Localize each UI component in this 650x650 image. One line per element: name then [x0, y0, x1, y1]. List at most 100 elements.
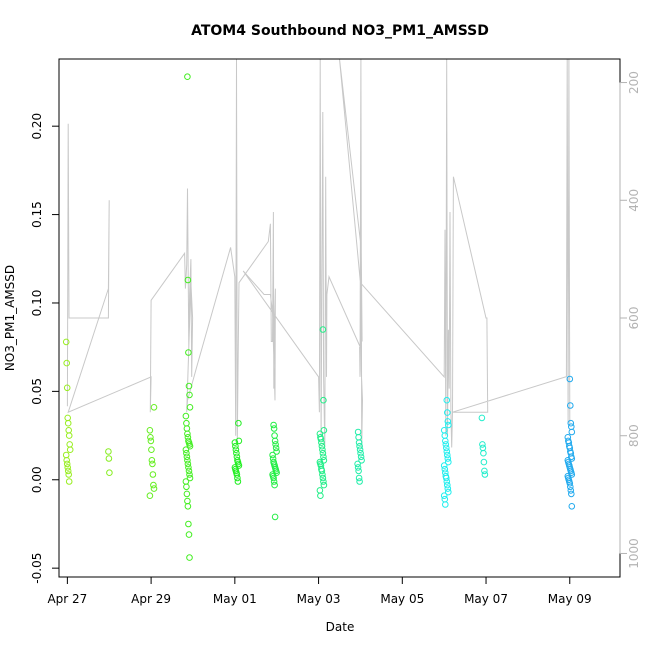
data-point	[272, 444, 280, 452]
data-point	[184, 460, 192, 468]
data-point	[478, 414, 486, 422]
data-point	[444, 451, 451, 459]
data-point	[440, 462, 448, 469]
data-point	[445, 421, 452, 429]
scatter-points	[62, 73, 576, 561]
data-point	[445, 458, 452, 466]
data-point	[184, 73, 191, 80]
data-point	[566, 375, 574, 383]
data-point	[271, 432, 278, 439]
data-point	[273, 469, 280, 477]
y-tick-label: 0.15	[30, 201, 44, 228]
secondary-tick-label: 400	[627, 189, 641, 212]
data-point	[319, 474, 327, 482]
x-tick-label: Apr 29	[131, 592, 171, 606]
y-tick-label: -0.05	[30, 553, 44, 584]
data-point	[184, 276, 192, 284]
data-point	[64, 464, 71, 471]
data-point	[233, 471, 241, 478]
data-point	[184, 497, 191, 505]
data-point	[567, 483, 574, 491]
data-point	[64, 467, 72, 475]
secondary-y-axis: 200 400 600 800 1000	[619, 71, 641, 569]
data-point	[185, 531, 193, 538]
data-point	[443, 444, 450, 452]
data-point	[186, 474, 194, 482]
data-point	[182, 446, 190, 454]
y-tick-label: 0.00	[30, 466, 44, 493]
data-point	[271, 481, 278, 489]
data-point	[441, 495, 449, 503]
data-point	[444, 481, 451, 489]
data-point	[185, 520, 192, 528]
y-axis-label: NO3_PM1_AMSSD	[3, 265, 17, 371]
point-cluster	[62, 338, 74, 485]
data-point	[271, 513, 279, 521]
data-point	[443, 396, 451, 404]
point-cluster	[354, 428, 365, 485]
data-point	[355, 474, 363, 482]
data-point	[320, 481, 328, 489]
data-point	[568, 490, 575, 498]
secondary-tick-label: 200	[627, 71, 641, 94]
x-tick-label: May 03	[297, 592, 341, 606]
data-point	[566, 480, 574, 487]
plot-frame	[58, 58, 621, 578]
data-point	[231, 439, 239, 446]
data-point	[356, 446, 364, 454]
secondary-tick-label: 600	[627, 307, 641, 330]
data-point	[234, 478, 242, 485]
point-cluster	[440, 396, 452, 508]
secondary-tick-label: 800	[627, 424, 641, 447]
data-point	[233, 449, 240, 457]
data-point	[183, 425, 191, 432]
data-point	[146, 427, 154, 434]
data-point	[65, 478, 73, 485]
data-point	[186, 442, 194, 450]
data-point	[235, 437, 243, 445]
data-point	[63, 359, 70, 367]
data-point	[443, 478, 451, 485]
data-point	[480, 458, 488, 466]
data-point	[568, 455, 576, 462]
data-point	[183, 483, 190, 491]
data-point	[567, 419, 575, 427]
data-point	[273, 448, 280, 455]
data-point	[272, 441, 279, 448]
data-point	[185, 382, 193, 390]
data-point	[146, 492, 154, 500]
data-point	[269, 451, 276, 459]
x-tick-label: Apr 27	[47, 592, 87, 606]
y-axis: -0.05 0.00 0.05 0.10 0.15 0.20	[30, 113, 60, 584]
data-point	[568, 471, 576, 478]
data-point	[149, 460, 156, 468]
data-point	[232, 442, 239, 450]
data-point	[183, 419, 190, 427]
data-point	[320, 453, 327, 461]
data-point	[270, 474, 277, 482]
x-tick-label: May 05	[380, 592, 424, 606]
data-point	[355, 467, 362, 475]
data-point	[62, 451, 70, 459]
data-point	[567, 487, 575, 494]
data-point	[479, 444, 487, 452]
altitude-track	[66, 59, 571, 448]
data-point	[186, 404, 194, 411]
data-point	[354, 464, 362, 471]
data-point	[234, 474, 241, 482]
data-point	[444, 485, 452, 492]
data-point	[186, 391, 193, 399]
data-point	[319, 446, 326, 454]
data-point	[358, 457, 365, 464]
data-point	[319, 449, 327, 457]
secondary-tick-label: 1000	[627, 538, 641, 569]
point-cluster	[269, 421, 280, 521]
data-point	[66, 446, 74, 454]
y-tick-label: 0.20	[30, 113, 44, 140]
data-point	[105, 455, 113, 462]
data-point	[356, 442, 363, 450]
x-tick-label: May 01	[213, 592, 257, 606]
data-point	[354, 460, 361, 468]
data-point	[444, 455, 452, 462]
data-point	[441, 465, 449, 473]
